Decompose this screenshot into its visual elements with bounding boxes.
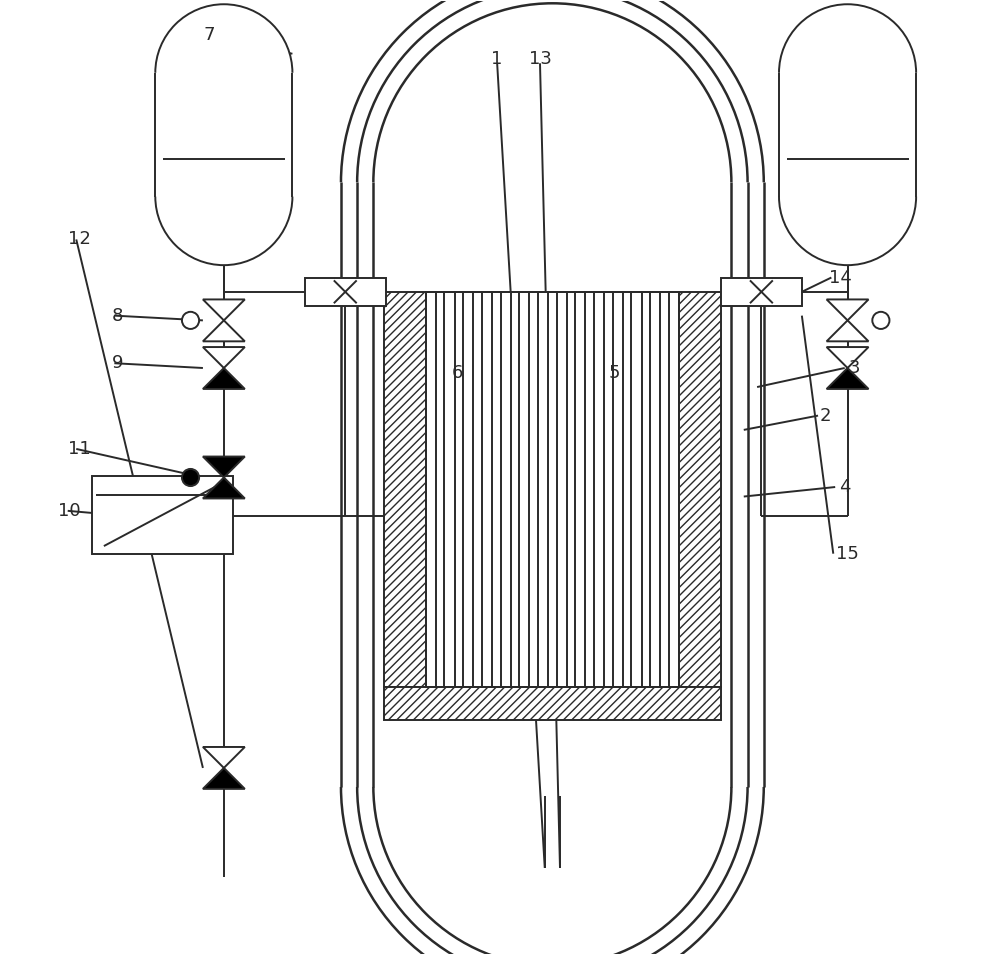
- PathPatch shape: [779, 4, 916, 265]
- Polygon shape: [203, 478, 245, 499]
- Bar: [384, 687, 721, 720]
- Text: 6: 6: [451, 364, 463, 382]
- Bar: [436, 292, 444, 687]
- Polygon shape: [827, 320, 869, 341]
- Bar: [660, 292, 669, 687]
- Bar: [642, 292, 650, 687]
- Text: 10: 10: [58, 501, 81, 520]
- Text: 4: 4: [839, 478, 850, 496]
- PathPatch shape: [373, 4, 731, 955]
- Bar: [455, 292, 463, 687]
- Text: 12: 12: [68, 230, 91, 248]
- Bar: [426, 292, 679, 687]
- Text: 3: 3: [848, 359, 860, 377]
- Polygon shape: [203, 368, 245, 389]
- PathPatch shape: [341, 0, 764, 955]
- Bar: [492, 292, 501, 687]
- Bar: [548, 292, 557, 687]
- Text: 9: 9: [111, 354, 123, 372]
- Bar: [92, 476, 233, 554]
- Circle shape: [182, 312, 199, 329]
- Bar: [529, 292, 538, 687]
- Text: 5: 5: [609, 364, 620, 382]
- PathPatch shape: [155, 4, 292, 265]
- Polygon shape: [827, 347, 869, 368]
- Circle shape: [872, 312, 889, 329]
- Polygon shape: [203, 456, 245, 478]
- Polygon shape: [203, 320, 245, 341]
- Polygon shape: [203, 300, 245, 320]
- Polygon shape: [203, 747, 245, 768]
- Circle shape: [182, 469, 199, 486]
- Text: 15: 15: [836, 544, 859, 562]
- Text: 2: 2: [820, 407, 831, 425]
- Bar: [585, 292, 594, 687]
- Bar: [604, 292, 613, 687]
- Text: 14: 14: [829, 268, 852, 286]
- Bar: [623, 292, 631, 687]
- Bar: [426, 292, 679, 687]
- Bar: [384, 292, 426, 687]
- Text: 7: 7: [204, 26, 215, 44]
- Bar: [473, 292, 482, 687]
- Text: 11: 11: [68, 440, 90, 458]
- Bar: [721, 278, 802, 307]
- Text: 13: 13: [529, 50, 551, 68]
- Bar: [567, 292, 575, 687]
- Bar: [511, 292, 519, 687]
- Bar: [305, 278, 386, 307]
- Text: 8: 8: [112, 307, 123, 325]
- Text: 1: 1: [491, 50, 503, 68]
- Polygon shape: [203, 768, 245, 789]
- PathPatch shape: [357, 0, 748, 955]
- Polygon shape: [827, 300, 869, 320]
- Bar: [679, 292, 721, 687]
- Polygon shape: [203, 347, 245, 368]
- Polygon shape: [827, 368, 869, 389]
